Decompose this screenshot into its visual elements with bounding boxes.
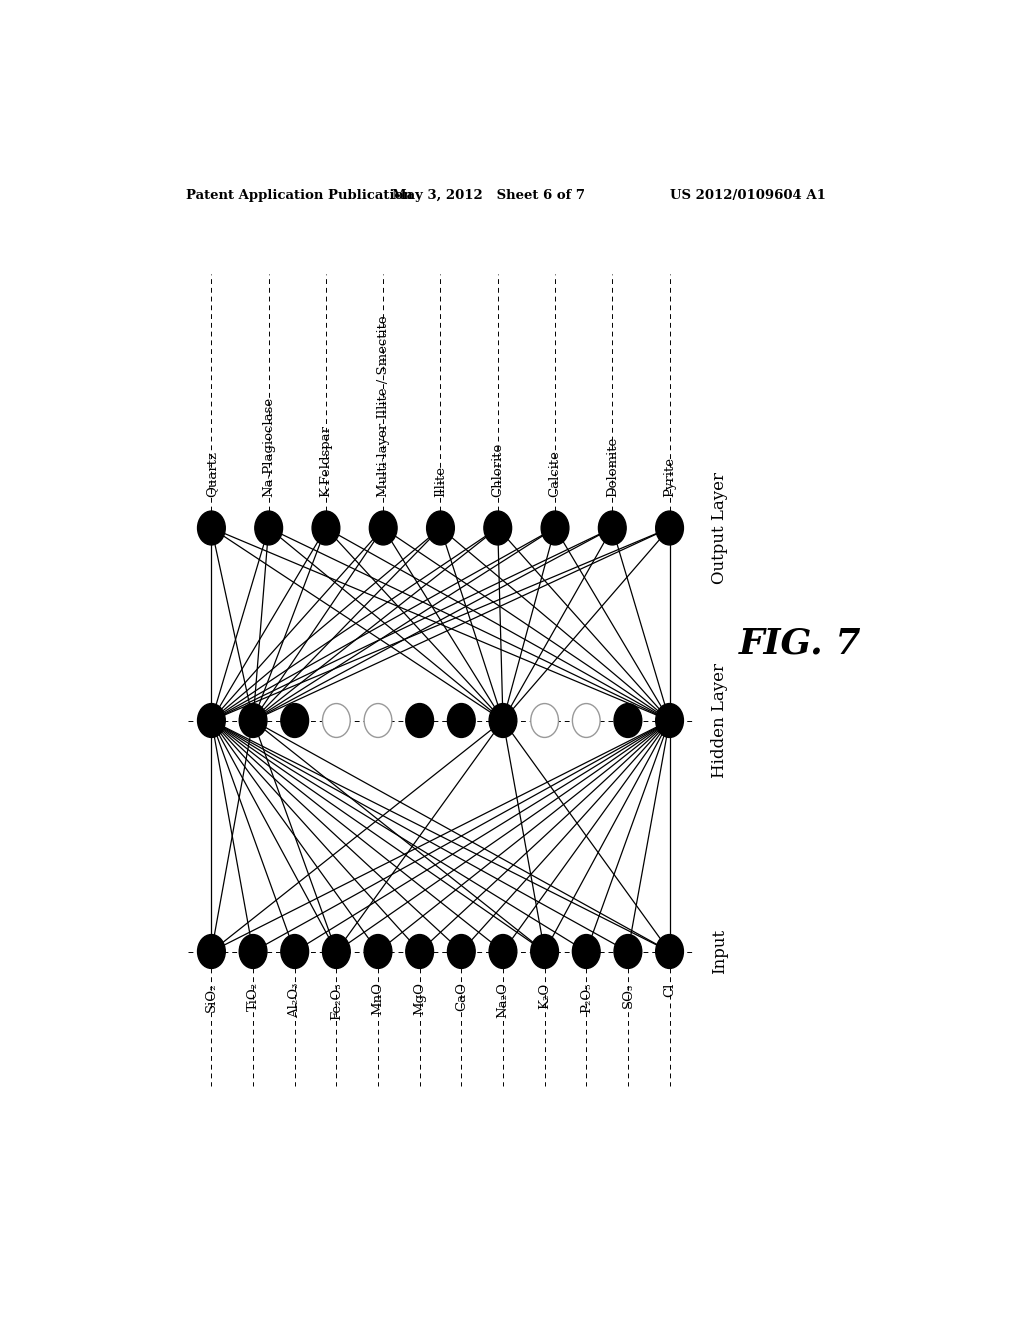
Text: Multi-layer Illite / Smectite: Multi-layer Illite / Smectite (377, 315, 390, 498)
Ellipse shape (323, 704, 350, 738)
Text: Na-Plagioclase: Na-Plagioclase (262, 397, 275, 498)
Ellipse shape (240, 935, 267, 969)
Ellipse shape (530, 704, 558, 738)
Ellipse shape (655, 704, 683, 738)
Ellipse shape (655, 935, 683, 969)
Text: K-Feldspar: K-Feldspar (319, 425, 333, 498)
Ellipse shape (281, 704, 308, 738)
Ellipse shape (312, 511, 340, 545)
Text: SO₃: SO₃ (622, 982, 635, 1007)
Ellipse shape (323, 935, 350, 969)
Text: MgO: MgO (413, 982, 426, 1015)
Text: Pyrite: Pyrite (664, 457, 676, 498)
Ellipse shape (489, 704, 517, 738)
Ellipse shape (614, 935, 642, 969)
Text: TiO₂: TiO₂ (247, 982, 259, 1011)
Ellipse shape (370, 511, 397, 545)
Ellipse shape (572, 935, 600, 969)
Text: Cl: Cl (664, 982, 676, 997)
Text: CaO: CaO (455, 982, 468, 1011)
Ellipse shape (447, 704, 475, 738)
Text: Illite: Illite (434, 466, 447, 498)
Ellipse shape (255, 511, 283, 545)
Text: Dolomite: Dolomite (606, 437, 618, 498)
Ellipse shape (198, 935, 225, 969)
Ellipse shape (541, 511, 569, 545)
Ellipse shape (572, 704, 600, 738)
Text: May 3, 2012   Sheet 6 of 7: May 3, 2012 Sheet 6 of 7 (392, 189, 586, 202)
Text: Fe₂O₃: Fe₂O₃ (330, 982, 343, 1020)
Text: Chlorite: Chlorite (492, 444, 504, 498)
Text: US 2012/0109604 A1: US 2012/0109604 A1 (670, 189, 825, 202)
Text: Patent Application Publication: Patent Application Publication (186, 189, 413, 202)
Ellipse shape (365, 704, 392, 738)
Ellipse shape (530, 935, 558, 969)
Ellipse shape (281, 935, 308, 969)
Text: Al₂O₃: Al₂O₃ (288, 982, 301, 1018)
Ellipse shape (427, 511, 455, 545)
Text: Hidden Layer: Hidden Layer (711, 663, 728, 777)
Ellipse shape (598, 511, 626, 545)
Ellipse shape (655, 511, 683, 545)
Text: SiO₂: SiO₂ (205, 982, 218, 1012)
Ellipse shape (489, 935, 517, 969)
Text: MnO: MnO (372, 982, 384, 1015)
Ellipse shape (198, 704, 225, 738)
Ellipse shape (484, 511, 512, 545)
Ellipse shape (240, 704, 267, 738)
Text: Output Layer: Output Layer (711, 473, 728, 583)
Text: Na₂O: Na₂O (497, 982, 510, 1018)
Text: FIG. 7: FIG. 7 (739, 627, 861, 660)
Text: Quartz: Quartz (205, 451, 218, 498)
Ellipse shape (406, 935, 433, 969)
Ellipse shape (614, 704, 642, 738)
Text: Calcite: Calcite (549, 450, 561, 498)
Text: Input: Input (711, 929, 728, 974)
Ellipse shape (406, 704, 433, 738)
Text: K₂O: K₂O (538, 982, 551, 1008)
Text: P₂O₅: P₂O₅ (580, 982, 593, 1012)
Ellipse shape (447, 935, 475, 969)
Ellipse shape (365, 935, 392, 969)
Ellipse shape (198, 511, 225, 545)
